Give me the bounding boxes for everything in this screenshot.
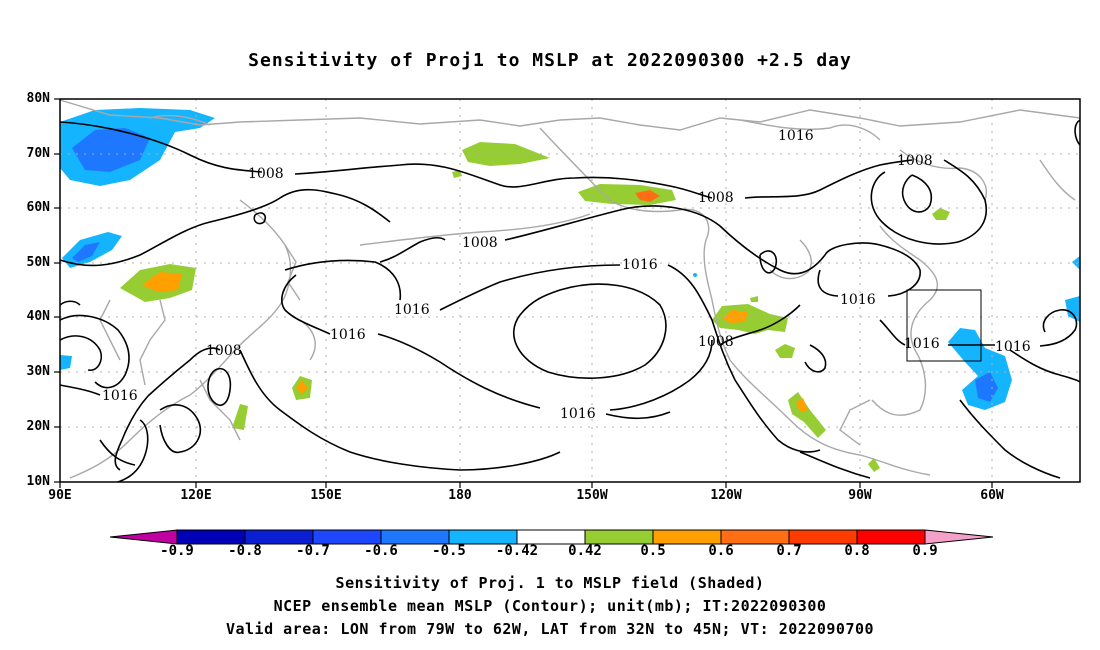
mslp-contours	[59, 119, 1081, 483]
colorbar-cell	[516, 529, 586, 545]
lon-label: 150E	[310, 488, 342, 503]
colorbar-cell	[856, 529, 926, 545]
lon-label: 120W	[710, 488, 742, 503]
colorbar-label: -0.42	[495, 543, 539, 559]
colorbar-cell	[312, 529, 382, 545]
contour-label: 1016	[622, 257, 658, 273]
caption-valid-area: Valid area: LON from 79W to 62W, LAT fro…	[225, 620, 875, 638]
colorbar-cell	[244, 529, 314, 545]
contour-label: 1008	[206, 343, 242, 359]
shade-positive-pacific-w-core	[296, 380, 308, 394]
lon-label: 90W	[848, 488, 872, 503]
contour-label: 1016	[102, 388, 138, 404]
contour-label: 1008	[897, 153, 933, 169]
lat-label: 60N	[26, 200, 50, 215]
colorbar-label: -0.9	[160, 543, 194, 559]
colorbar-label: 0.42	[568, 543, 602, 559]
caption-shading: Sensitivity of Proj. 1 to MSLP field (Sh…	[335, 574, 765, 592]
shade-negative-small	[60, 355, 72, 370]
contour-label: 1016	[995, 339, 1031, 355]
shade-positive-us-west-core	[722, 310, 748, 323]
coastlines	[59, 99, 1081, 479]
colorbar-cell	[176, 529, 246, 545]
colorbar-label: 0.7	[776, 543, 802, 559]
contour-label: 1016	[394, 302, 430, 318]
shade-positive-tropics	[232, 404, 248, 430]
colorbar-cell	[380, 529, 450, 545]
lon-label: 180	[448, 488, 472, 503]
contour-label: 1016	[904, 336, 940, 352]
graticule	[60, 99, 1080, 482]
lat-label: 10N	[26, 474, 50, 489]
colorbar-cell	[720, 529, 790, 545]
colorbar-label: 0.8	[844, 543, 870, 559]
lat-label: 30N	[26, 364, 50, 379]
colorbar	[109, 529, 994, 545]
contour-label: 1008	[462, 235, 498, 251]
colorbar-label: 0.5	[640, 543, 666, 559]
shade-positive-central-am	[868, 458, 880, 472]
colorbar-cell	[448, 529, 518, 545]
colorbar-label: -0.7	[296, 543, 330, 559]
lon-label: 60W	[980, 488, 1004, 503]
contour-label: 1008	[248, 166, 284, 182]
contour-label: 1016	[840, 292, 876, 308]
lat-label: 20N	[26, 419, 50, 434]
colorbar-label: -0.6	[364, 543, 398, 559]
lon-label: 150W	[576, 488, 608, 503]
colorbar-cell	[788, 529, 858, 545]
colorbar-label: 0.9	[912, 543, 938, 559]
contour-label: 1016	[560, 406, 596, 422]
colorbar-cell	[584, 529, 654, 545]
shade-positive-china-core	[142, 272, 182, 292]
shade-positive-alaska-core	[635, 190, 660, 202]
colorbar-cell	[652, 529, 722, 545]
colorbar-label: -0.5	[432, 543, 466, 559]
shade-positive-siberia	[462, 142, 550, 166]
colorbar-arrow-right	[924, 529, 994, 545]
shade-positive-small2	[750, 296, 758, 302]
shade-positive-labrador	[932, 208, 950, 220]
lat-label: 70N	[26, 146, 50, 161]
axis-ticks	[54, 98, 993, 488]
lat-label: 80N	[26, 91, 50, 106]
shade-positive-us-sw	[775, 344, 795, 358]
shade-small-dot	[693, 273, 697, 277]
lon-label: 120E	[180, 488, 212, 503]
contour-label: 1008	[698, 334, 734, 350]
contour-labels: 1016 1008 1008 1008 1016 1008 1016 1016 …	[102, 128, 1031, 422]
shade-negative-east-edge	[1065, 296, 1080, 322]
shade-positive-mexico-core	[796, 398, 808, 412]
contour-label: 1016	[778, 128, 814, 144]
map-frame	[59, 98, 1081, 483]
colorbar-arrow-left	[109, 529, 178, 545]
lon-label: 90E	[48, 488, 72, 503]
lat-label: 40N	[26, 309, 50, 324]
shade-negative-west-core	[72, 242, 100, 262]
contour-label: 1016	[330, 327, 366, 343]
shade-negative-arctic-core	[72, 128, 150, 172]
colorbar-label: 0.6	[708, 543, 734, 559]
contour-label: 1008	[698, 190, 734, 206]
caption-contour: NCEP ensemble mean MSLP (Contour); unit(…	[273, 597, 827, 615]
chart-title: Sensitivity of Proj1 to MSLP at 20220903…	[248, 50, 852, 71]
valid-area-box	[906, 289, 982, 362]
lat-label: 50N	[26, 255, 50, 270]
colorbar-label: -0.8	[228, 543, 262, 559]
